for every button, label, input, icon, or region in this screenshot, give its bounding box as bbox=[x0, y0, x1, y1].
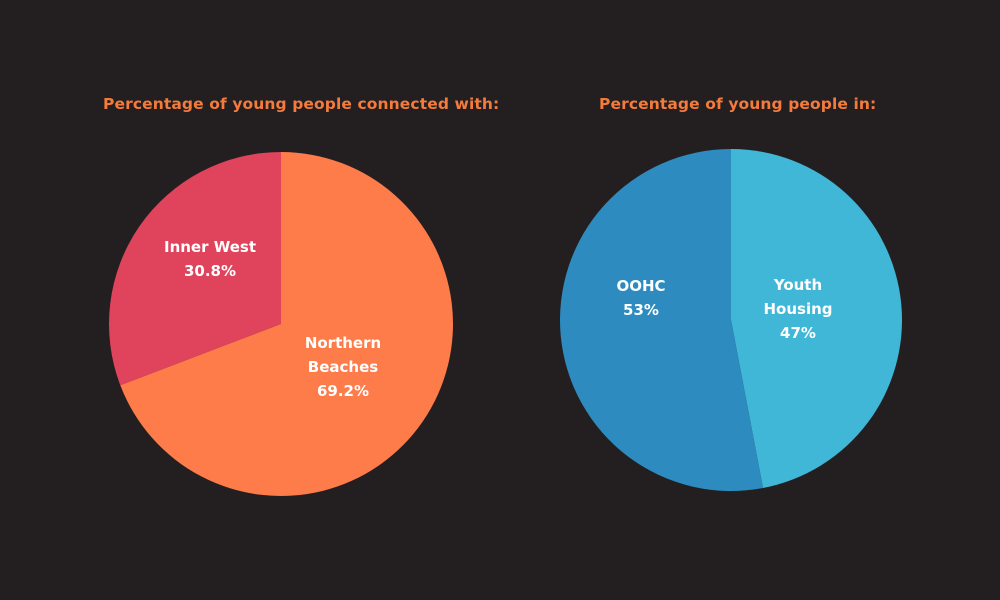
slice-label-line: Northern bbox=[305, 334, 381, 352]
chart-title-left: Percentage of young people connected wit… bbox=[103, 95, 500, 113]
slice-label-line: 30.8% bbox=[184, 262, 236, 280]
pie-slice-inner-west bbox=[109, 152, 281, 386]
chart-title-right: Percentage of young people in: bbox=[599, 95, 877, 113]
slice-label-northern-beaches: Northern Beaches 69.2% bbox=[305, 334, 381, 400]
slice-label-line: Beaches bbox=[308, 358, 378, 376]
slice-label-line: 69.2% bbox=[317, 382, 369, 400]
pie-slice-northern-beaches bbox=[120, 152, 454, 496]
slice-label-inner-west: Inner West 30.8% bbox=[164, 238, 256, 280]
slice-label-line: Inner West bbox=[164, 238, 256, 256]
